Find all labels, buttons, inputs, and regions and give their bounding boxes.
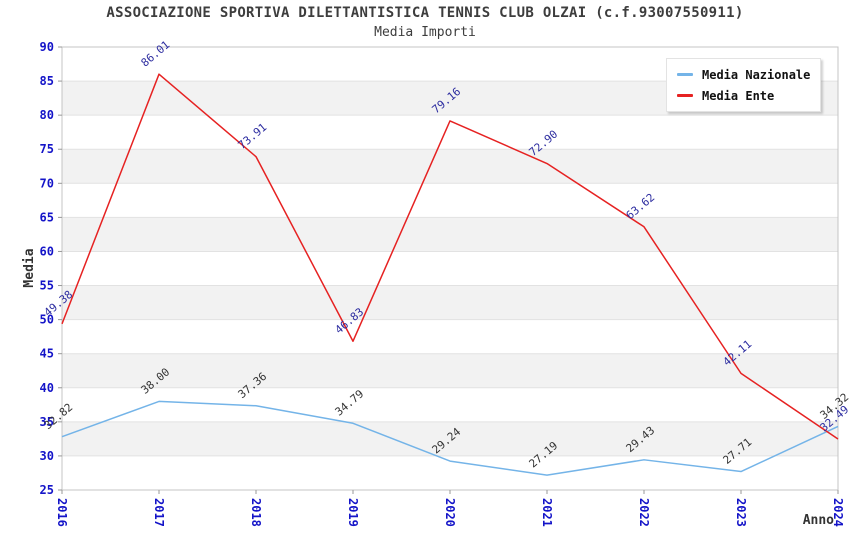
svg-text:80: 80 <box>40 108 54 122</box>
svg-text:85: 85 <box>40 74 54 88</box>
svg-text:2016: 2016 <box>55 498 69 527</box>
svg-text:45: 45 <box>40 347 54 361</box>
line-swatch-icon <box>677 94 693 97</box>
svg-text:30: 30 <box>40 449 54 463</box>
chart-subtitle: Media Importi <box>374 25 476 40</box>
chart-title: ASSOCIAZIONE SPORTIVA DILETTANTISTICA TE… <box>106 5 744 21</box>
legend-label: Media Ente <box>702 88 775 103</box>
svg-text:2024: 2024 <box>831 498 845 527</box>
svg-text:25: 25 <box>40 483 54 497</box>
svg-text:2017: 2017 <box>152 498 166 527</box>
svg-text:70: 70 <box>40 176 54 190</box>
svg-text:2019: 2019 <box>346 498 360 527</box>
svg-text:2023: 2023 <box>734 498 748 527</box>
svg-text:50: 50 <box>40 313 54 327</box>
line-swatch-icon <box>677 73 693 76</box>
svg-text:90: 90 <box>40 40 54 54</box>
svg-text:2022: 2022 <box>637 498 651 527</box>
svg-text:75: 75 <box>40 142 54 156</box>
svg-text:2020: 2020 <box>443 498 457 527</box>
y-axis-title: Media <box>22 248 37 288</box>
legend-item-nazionale: Media Nazionale <box>677 64 810 85</box>
legend: Media Nazionale Media Ente <box>666 58 822 112</box>
svg-text:35: 35 <box>40 415 54 429</box>
x-axis-title: Anno <box>802 513 834 528</box>
legend-item-ente: Media Ente <box>677 85 810 106</box>
svg-text:2021: 2021 <box>540 498 554 527</box>
svg-text:55: 55 <box>40 279 54 293</box>
svg-text:60: 60 <box>40 244 54 258</box>
svg-text:2018: 2018 <box>249 498 263 527</box>
svg-text:65: 65 <box>40 210 54 224</box>
svg-text:40: 40 <box>40 381 54 395</box>
legend-label: Media Nazionale <box>702 67 811 82</box>
